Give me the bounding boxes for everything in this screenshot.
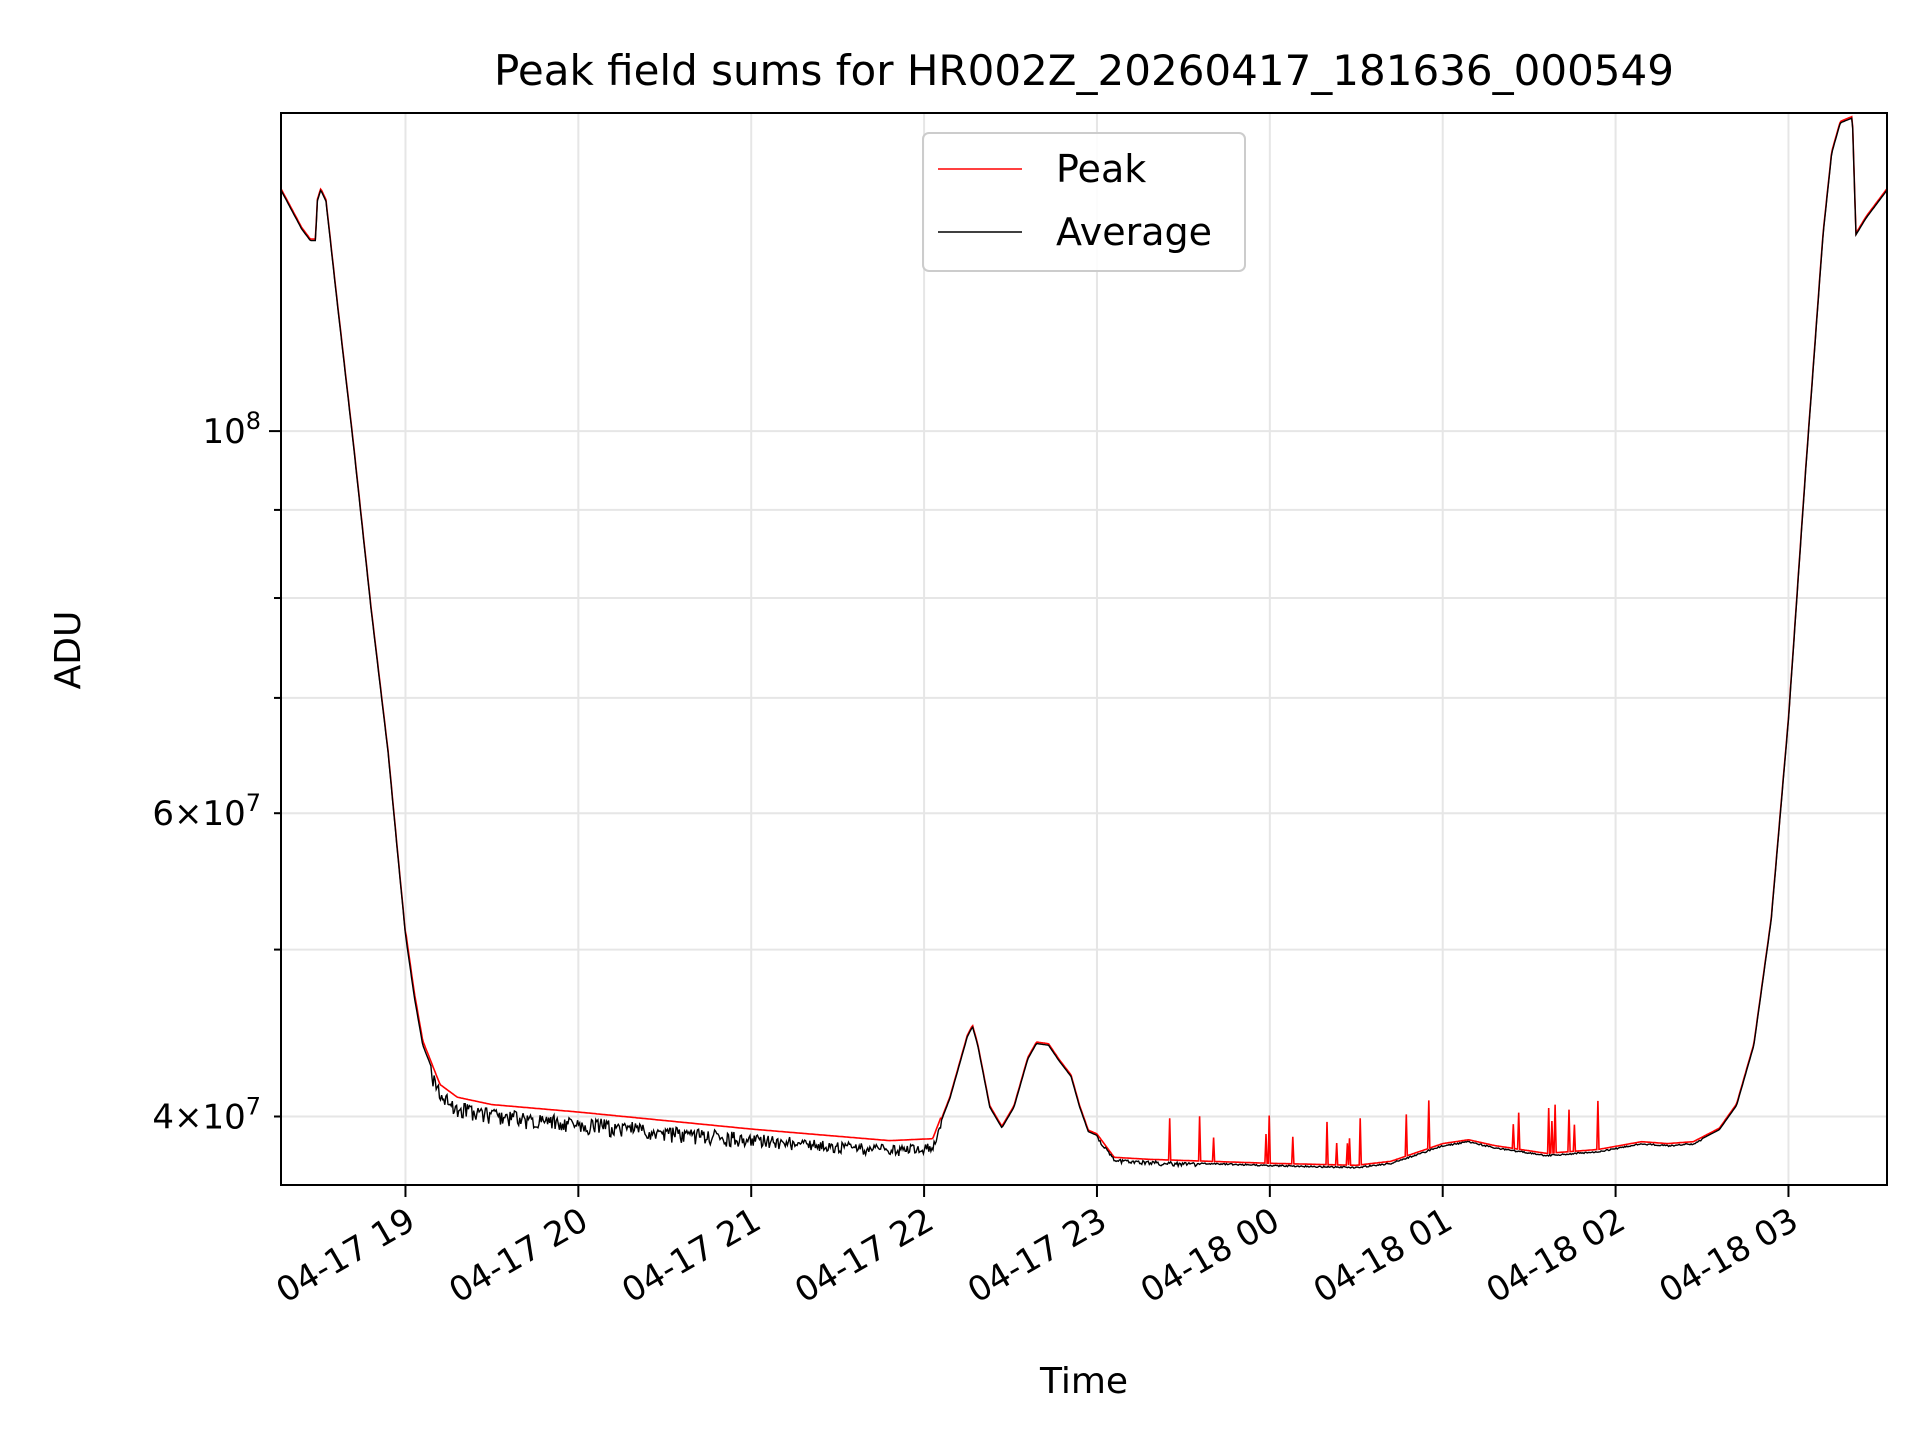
y-tick-label: 108	[202, 407, 261, 452]
y-tick-mantissa: 6	[152, 794, 174, 834]
y-tick-mantissa: 4	[152, 1098, 174, 1138]
x-axis-label: Time	[1039, 1361, 1128, 1402]
y-tick-exponent: 7	[246, 1093, 261, 1121]
y-tick-times: ×	[174, 1098, 203, 1138]
y-tick-exponent: 7	[246, 789, 261, 817]
y-tick-base: 10	[202, 412, 245, 452]
legend-label-average: Average	[1056, 210, 1212, 254]
series-line-average	[280, 117, 1888, 1169]
y-tick-label: 4×107	[152, 1093, 261, 1138]
chart-title: Peak field sums for HR002Z_20260417_1816…	[494, 46, 1674, 95]
y-tick-times: ×	[174, 794, 203, 834]
y-axis-label: ADU	[48, 611, 89, 690]
y-tick-label: 6×107	[152, 789, 261, 834]
plot-area	[280, 115, 1888, 1169]
y-tick-exponent: 8	[246, 407, 261, 435]
legend-box	[922, 132, 1246, 272]
legend-label-peak: Peak	[1056, 147, 1146, 191]
plot-frame	[280, 112, 1888, 1186]
y-tick-base: 10	[202, 794, 245, 834]
y-tick-base: 10	[202, 1098, 245, 1138]
legend: Peak Average	[922, 132, 1246, 272]
